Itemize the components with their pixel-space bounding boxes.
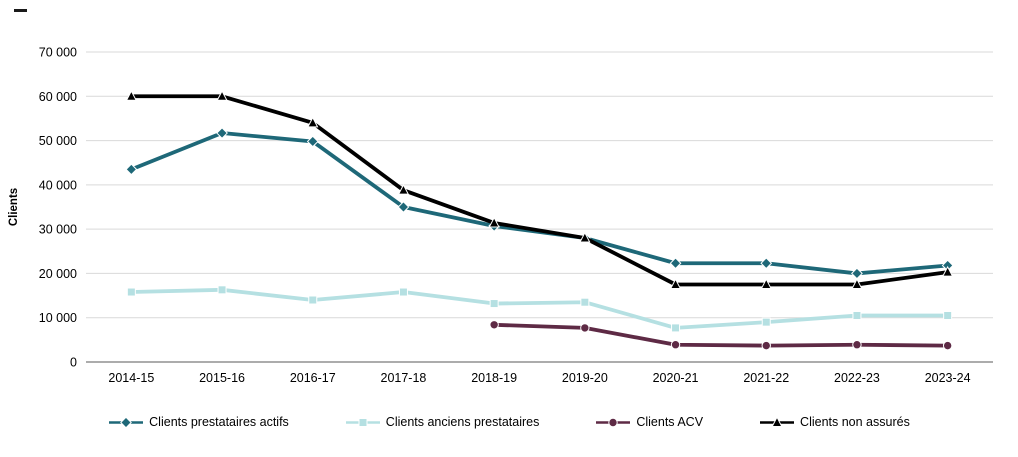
square-marker: [308, 295, 318, 305]
x-tick-label: 2018-19: [471, 371, 517, 385]
square-marker: [580, 297, 590, 307]
x-tick-label: 2017-18: [381, 371, 427, 385]
y-tick-label: 70 000: [39, 46, 77, 60]
legend-label: Clients ACV: [636, 415, 704, 429]
x-tick-label: 2016-17: [290, 371, 336, 385]
circle-marker: [942, 340, 953, 351]
triangle-legend-sample-icon: [760, 415, 795, 427]
x-tick-label: 2015-16: [199, 371, 245, 385]
legend-item-clients-anciens-prestataires: Clients anciens prestataires: [345, 415, 540, 429]
diamond-legend-sample-icon: [109, 416, 144, 428]
triangle-marker: [397, 183, 410, 195]
circle-marker: [761, 340, 771, 351]
legend-item-clients-non-assur-s: Clients non assurés: [759, 415, 910, 429]
triangle-marker: [942, 265, 954, 277]
diamond-marker: [216, 127, 228, 139]
series-clients-non-assur-s: [125, 90, 954, 289]
circle-marker: [608, 417, 619, 427]
circle-marker: [489, 320, 499, 330]
triangle-marker: [307, 116, 319, 128]
x-tick-label: 2020-21: [653, 371, 699, 385]
y-tick-label: 0: [70, 356, 77, 370]
circle-legend-sample-icon: [596, 417, 631, 427]
diamond-marker: [306, 135, 319, 148]
y-tick-label: 20 000: [39, 267, 77, 281]
y-axis-title: Clients: [8, 188, 20, 226]
series-clients-acv: [489, 320, 953, 351]
x-tick-label: 2023-24: [925, 371, 971, 385]
circle-marker: [580, 323, 590, 333]
square-marker: [358, 417, 368, 427]
series-line: [129, 94, 950, 287]
square-marker: [852, 311, 862, 320]
x-tick-label: 2014-15: [108, 371, 154, 385]
series-line: [492, 322, 950, 348]
y-tick-label: 60 000: [39, 90, 77, 104]
square-marker: [943, 311, 953, 320]
y-tick-label: 40 000: [39, 178, 77, 192]
stray-dash-mark: [14, 9, 27, 12]
diamond-marker: [851, 267, 863, 280]
y-tick-label: 50 000: [39, 134, 77, 148]
square-marker: [126, 287, 136, 297]
circle-marker: [852, 340, 862, 350]
square-legend-sample-icon: [345, 417, 380, 427]
chart-plot-area: 0 10 000 20 000 30 000 40 000 50 000 60 000 70 …: [8, 46, 993, 385]
triangle-marker: [760, 278, 772, 289]
chart-legend: Clients prestataires actifs Clients ancie…: [0, 415, 1018, 429]
square-marker: [761, 317, 771, 327]
square-marker: [671, 323, 681, 333]
legend-item-clients-acv: Clients ACV: [595, 415, 703, 429]
series-line: [129, 287, 950, 330]
series-clients-prestataires-actifs: [125, 127, 954, 280]
x-tick-label: 2019-20: [562, 371, 608, 385]
triangle-marker: [579, 231, 591, 243]
triangle-marker: [771, 415, 783, 427]
triangle-marker: [216, 90, 228, 101]
legend-label: Clients non assurés: [800, 415, 910, 429]
x-tick-label: 2021-22: [743, 371, 789, 385]
diamond-marker: [125, 163, 138, 176]
legend-label: Clients anciens prestataires: [385, 415, 540, 429]
diamond-marker: [669, 257, 682, 270]
triangle-marker: [851, 278, 863, 289]
y-tick-label: 10 000: [39, 311, 77, 325]
y-tick-label: 30 000: [39, 223, 77, 237]
x-tick-label: 2022-23: [834, 371, 880, 385]
square-marker: [398, 287, 408, 297]
triangle-marker: [125, 90, 137, 101]
triangle-marker: [669, 278, 682, 289]
diamond-marker: [760, 257, 773, 270]
series-line: [129, 131, 950, 276]
legend-item-clients-prestataires-actifs: Clients prestataires actifs: [108, 415, 289, 429]
diamond-marker: [120, 416, 133, 428]
series-clients-anciens-prestataires: [126, 285, 953, 333]
legend-label: Clients prestataires actifs: [149, 415, 289, 429]
square-marker: [217, 285, 227, 295]
square-marker: [489, 299, 499, 309]
triangle-marker: [488, 216, 500, 228]
diamond-marker: [397, 201, 410, 213]
circle-marker: [670, 340, 681, 350]
